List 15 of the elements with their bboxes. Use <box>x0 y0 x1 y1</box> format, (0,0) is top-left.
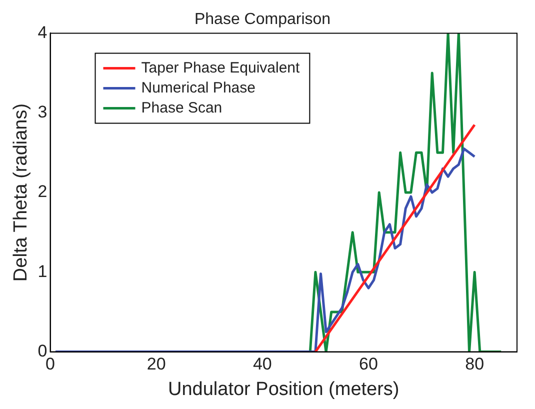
y-tick-label: 3 <box>38 102 48 122</box>
x-tick-label: 60 <box>359 354 378 374</box>
x-tick-label: 40 <box>252 354 272 374</box>
x-tick-label: 20 <box>146 354 166 374</box>
y-tick-label: 4 <box>38 22 48 42</box>
x-tick-label: 80 <box>465 354 484 374</box>
legend-label: Numerical Phase <box>141 79 256 96</box>
x-axis-title: Undulator Position (meters) <box>168 378 400 400</box>
legend-label: Phase Scan <box>141 99 222 116</box>
legend-label: Taper Phase Equivalent <box>141 59 301 76</box>
y-tick-label: 0 <box>38 341 48 360</box>
y-tick-label: 2 <box>38 182 48 202</box>
y-tick-label: 1 <box>38 262 48 281</box>
chart-title: Phase Comparison <box>194 11 331 28</box>
y-axis-title: Delta Theta (radians) <box>10 103 32 282</box>
